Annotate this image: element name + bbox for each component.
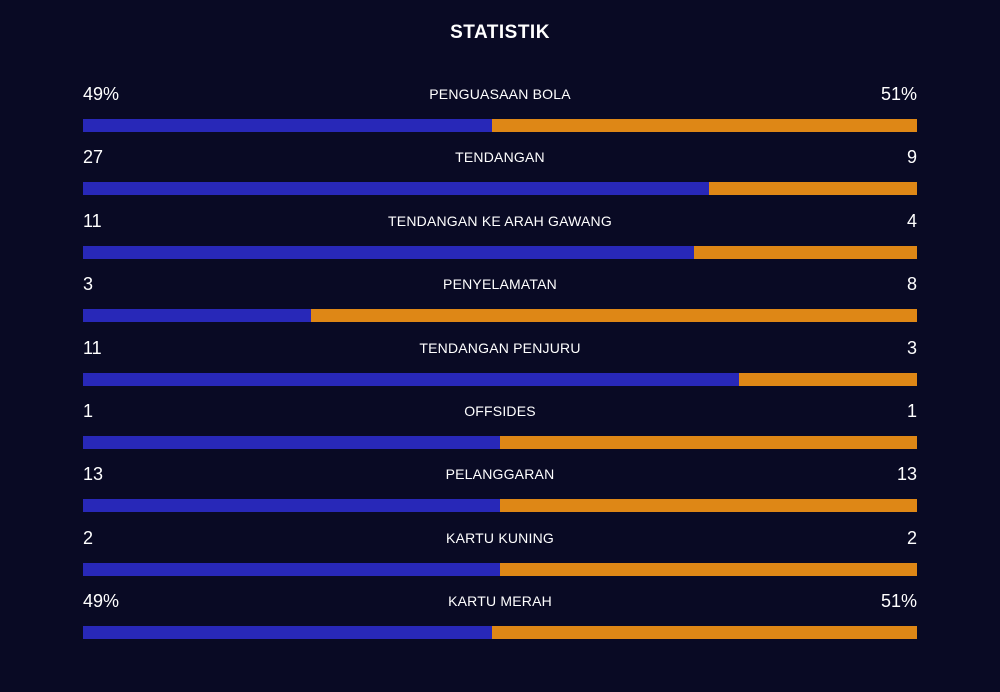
comparison-bar — [83, 245, 917, 259]
home-bar-fill — [83, 309, 311, 323]
stat-label: PENYELAMATAN — [443, 276, 557, 293]
away-value: 1 — [906, 400, 917, 421]
stat-label: KARTU MERAH — [448, 593, 552, 610]
comparison-bar — [83, 499, 917, 513]
home-value: 49% — [83, 591, 120, 612]
comparison-bar — [83, 182, 917, 196]
away-value: 2 — [906, 527, 917, 548]
stat-label: TENDANGAN PENJURU — [419, 339, 581, 356]
away-value: 51% — [880, 591, 917, 612]
home-value: 1 — [83, 400, 94, 421]
comparison-bar — [83, 119, 917, 132]
away-bar-fill — [500, 562, 917, 576]
home-bar-fill — [83, 182, 709, 196]
home-bar-fill — [83, 562, 500, 576]
stat-label: TENDANGAN KE ARAH GAWANG — [388, 212, 612, 229]
home-bar-fill — [83, 372, 739, 386]
away-value: 51% — [880, 84, 917, 104]
stats-list: 49% PENGUASAAN BOLA 51% 27 TENDANGAN 9 11 TENDA… — [83, 82, 917, 653]
home-value: 11 — [83, 210, 102, 231]
home-bar-fill — [83, 626, 492, 640]
comparison-bar — [83, 626, 917, 640]
stat-header: 49% PENGUASAAN BOLA 51% — [83, 82, 917, 106]
away-bar-fill — [500, 499, 917, 513]
stat-row: 3 PENYELAMATAN 8 — [83, 272, 917, 335]
away-bar-fill — [310, 309, 917, 323]
home-bar-fill — [83, 499, 500, 513]
stat-row: 27 TENDANGAN 9 — [83, 145, 917, 208]
home-value: 3 — [83, 274, 94, 295]
home-value: 11 — [83, 337, 102, 358]
away-bar-fill — [708, 182, 917, 196]
stat-label: PENGUASAAN BOLA — [429, 86, 571, 102]
away-bar-fill — [500, 435, 917, 449]
away-bar-fill — [738, 372, 917, 386]
comparison-bar — [83, 372, 917, 386]
stat-row: 49% PENGUASAAN BOLA 51% — [83, 82, 917, 145]
away-value: 9 — [906, 147, 917, 168]
stat-header: 11 TENDANGAN KE ARAH GAWANG 4 — [83, 209, 917, 233]
stat-header: 3 PENYELAMATAN 8 — [83, 272, 917, 296]
stat-row: 2 KARTU KUNING 2 — [83, 526, 917, 589]
page-title: STATISTIK — [450, 22, 550, 43]
home-value: 27 — [83, 147, 104, 168]
home-bar-fill — [83, 435, 500, 449]
home-value: 49% — [83, 84, 120, 104]
away-bar-fill — [491, 119, 917, 132]
comparison-bar — [83, 562, 917, 576]
stat-row: 11 TENDANGAN KE ARAH GAWANG 4 — [83, 209, 917, 272]
comparison-bar — [83, 309, 917, 323]
home-bar-fill — [83, 119, 492, 132]
stat-row: 49% KARTU MERAH 51% — [83, 589, 917, 652]
away-value: 3 — [906, 337, 917, 358]
home-value: 2 — [83, 527, 94, 548]
comparison-bar — [83, 435, 917, 449]
stat-header: 1 OFFSIDES 1 — [83, 399, 917, 423]
stat-label: OFFSIDES — [464, 402, 536, 419]
stat-header: 13 PELANGGARAN 13 — [83, 462, 917, 486]
stat-label: PELANGGARAN — [445, 466, 555, 483]
away-value: 4 — [906, 210, 917, 231]
stat-row: 1 OFFSIDES 1 — [83, 399, 917, 462]
stat-header: 2 KARTU KUNING 2 — [83, 526, 917, 550]
home-value: 13 — [83, 464, 104, 485]
home-bar-fill — [83, 245, 695, 259]
stat-header: 49% KARTU MERAH 51% — [83, 589, 917, 613]
stat-label: TENDANGAN — [455, 149, 545, 166]
away-value: 13 — [896, 464, 917, 485]
away-value: 8 — [906, 274, 917, 295]
away-bar-fill — [694, 245, 917, 259]
stat-row: 13 PELANGGARAN 13 — [83, 462, 917, 525]
stat-label: KARTU KUNING — [446, 529, 554, 546]
away-bar-fill — [491, 626, 917, 640]
stat-header: 11 TENDANGAN PENJURU 3 — [83, 336, 917, 360]
stat-header: 27 TENDANGAN 9 — [83, 145, 917, 169]
stat-row: 11 TENDANGAN PENJURU 3 — [83, 336, 917, 399]
